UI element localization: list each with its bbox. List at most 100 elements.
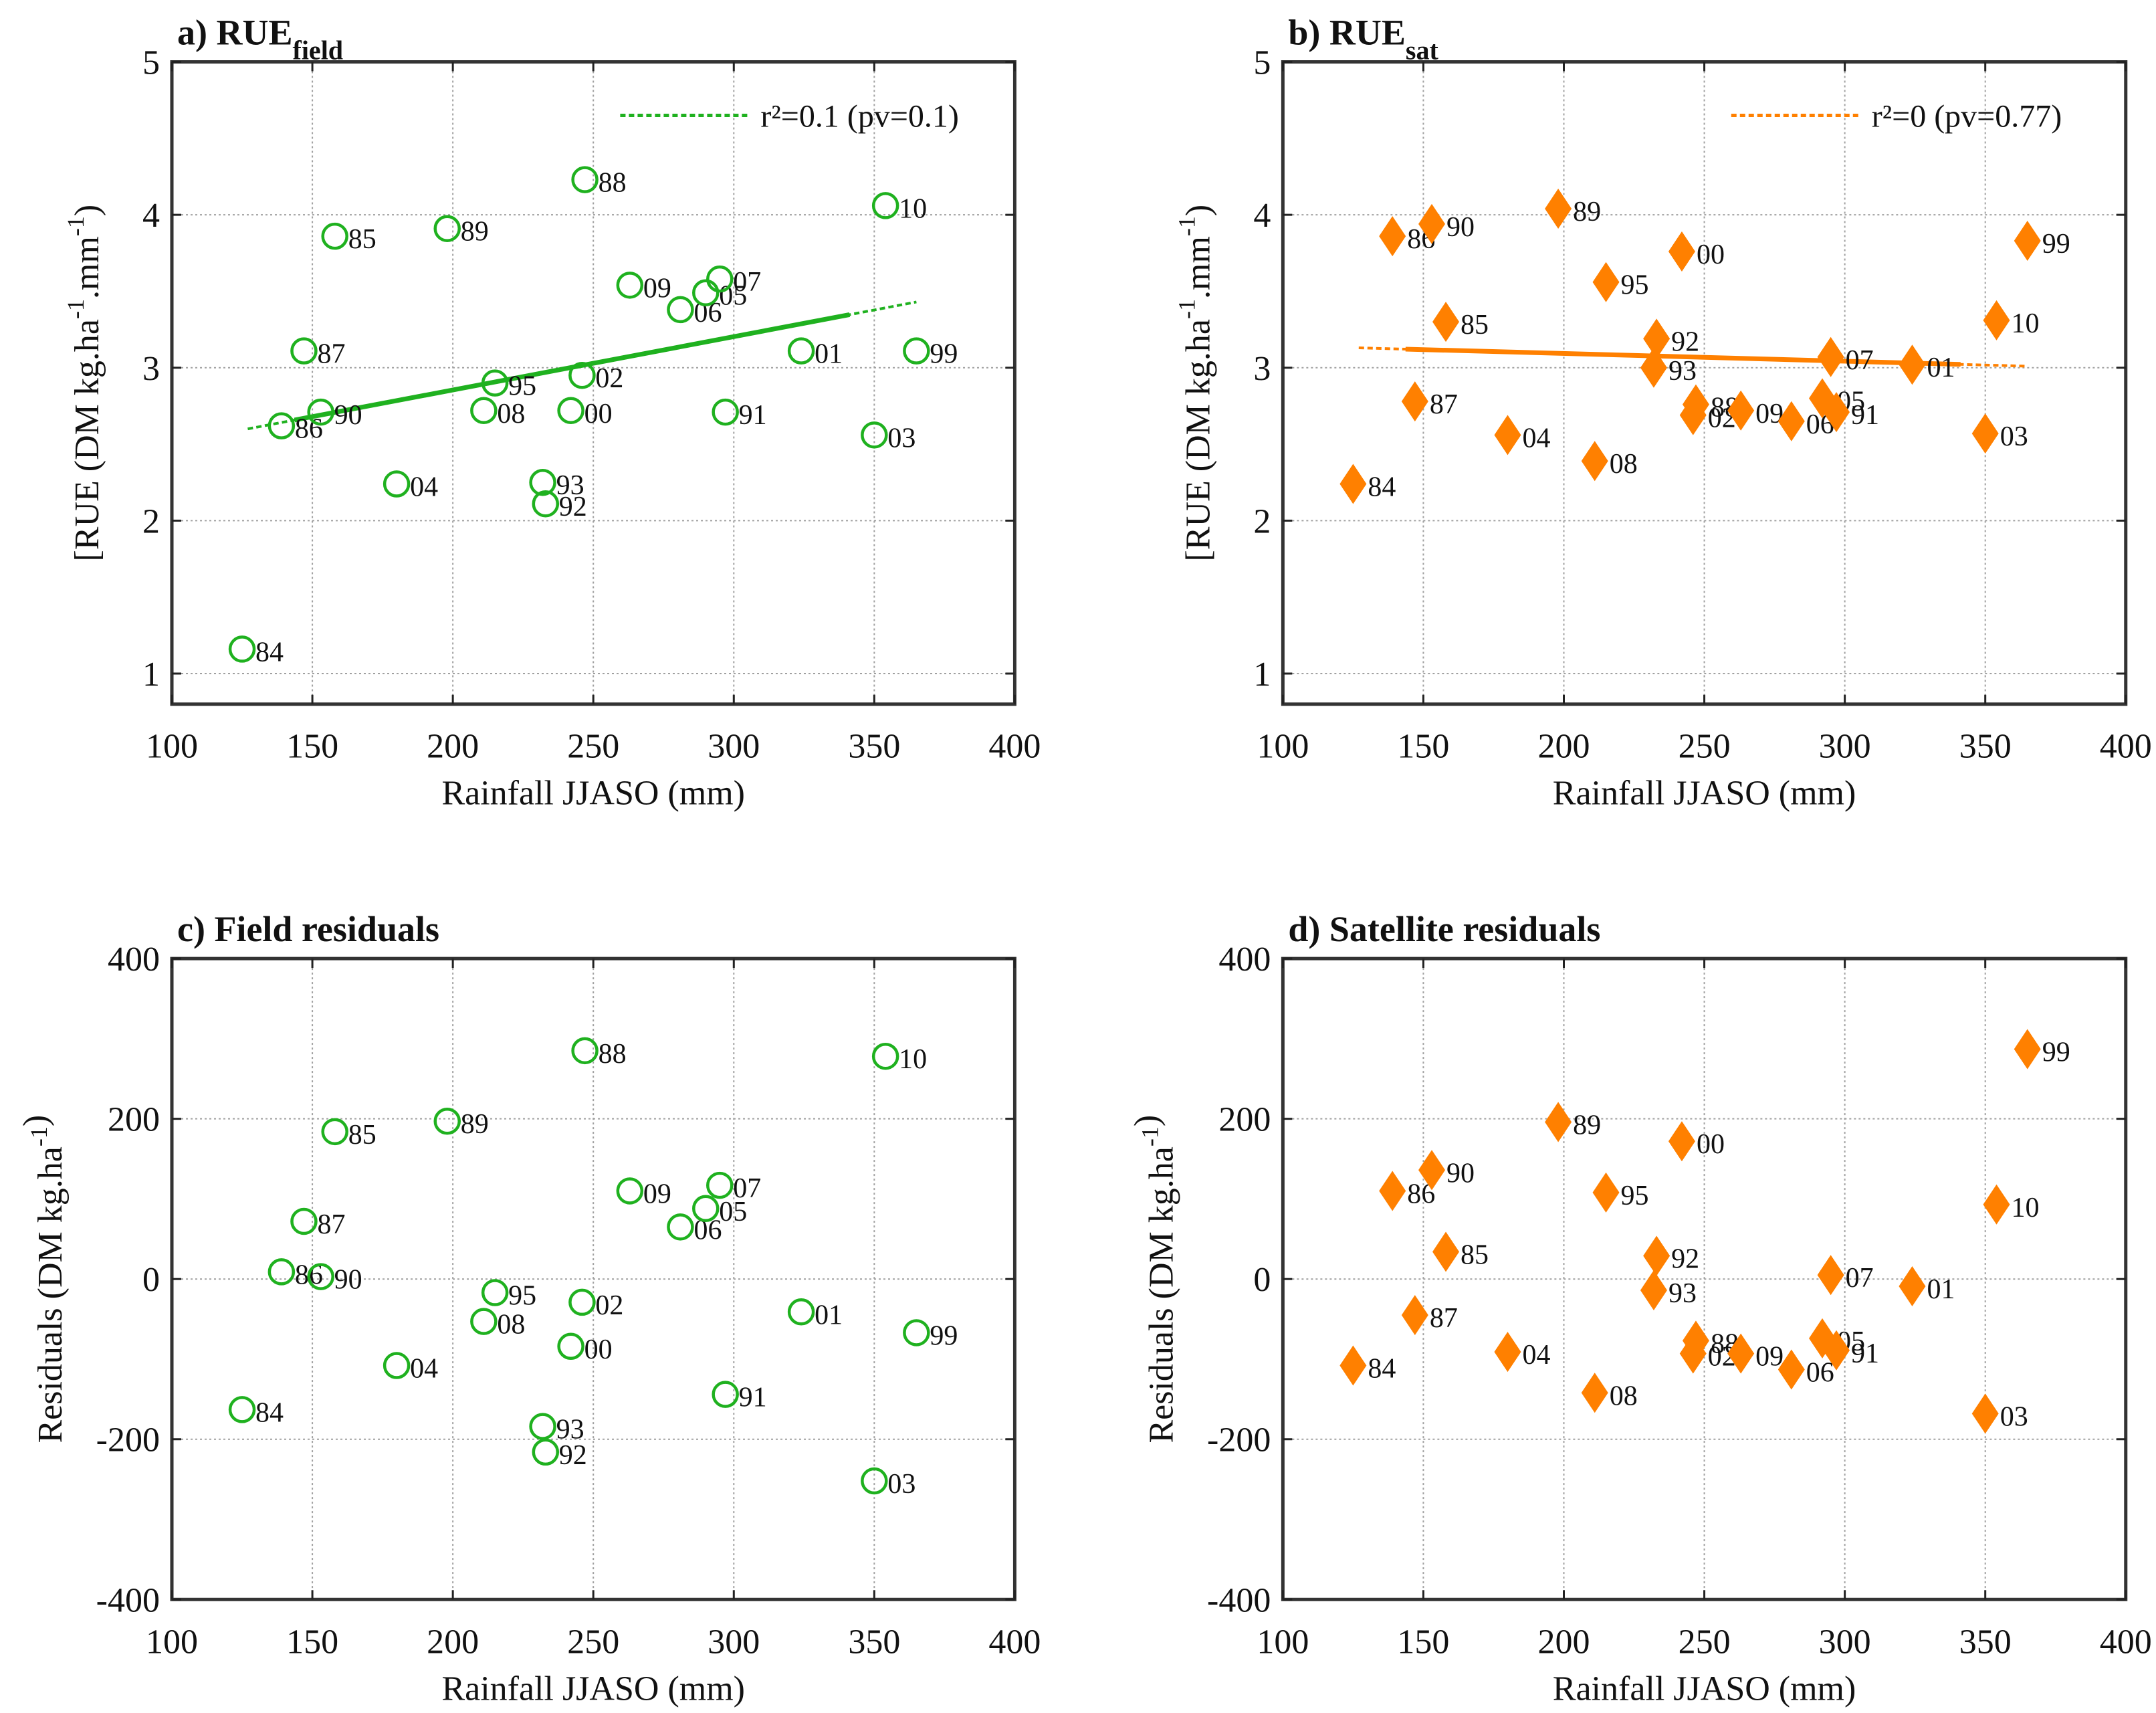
y-tick-label: 1: [1253, 656, 1271, 694]
data-point-label: 10: [899, 193, 927, 224]
data-point-label: 87: [1430, 1303, 1458, 1334]
data-point: [383, 470, 411, 498]
data-point: [692, 279, 720, 306]
data-point: [692, 1195, 720, 1223]
data-point-label: 08: [497, 1310, 525, 1340]
data-point: [706, 1171, 734, 1199]
data-point: [481, 1279, 509, 1306]
y-tick-label: 3: [1253, 350, 1271, 388]
data-point-label: 03: [887, 1469, 915, 1500]
data-point: [470, 397, 498, 425]
data-point: [307, 1263, 334, 1290]
data-point-label: 92: [559, 1440, 587, 1471]
data-point: [667, 1213, 694, 1241]
x-tick-label: 200: [1537, 1623, 1590, 1661]
data-point-label: 91: [1851, 1338, 1879, 1369]
data-point-label: 99: [930, 339, 958, 370]
data-point: [1640, 347, 1667, 388]
panel-title-main: d) Satellite residuals: [1288, 909, 1600, 949]
data-point: [1679, 1333, 1707, 1374]
data-point-label: 09: [643, 273, 671, 304]
x-tick-label: 350: [1959, 1623, 2012, 1661]
x-tick-label: 100: [1257, 1623, 1309, 1661]
data-point: [1777, 401, 1805, 441]
data-point: [1418, 1150, 1446, 1191]
x-tick-label: 200: [1537, 728, 1590, 766]
y-axis-title-sup: -1: [25, 1126, 52, 1146]
data-point: [871, 192, 899, 219]
data-point: [1643, 318, 1670, 359]
y-tick-label: 5: [142, 44, 160, 82]
data-point-label: 01: [1927, 352, 1955, 383]
x-tick-label: 300: [708, 728, 760, 766]
data-point: [1983, 1184, 2010, 1225]
data-point: [1432, 1231, 1460, 1272]
data-point-label: 89: [461, 217, 489, 247]
data-point: [321, 222, 348, 250]
data-point-label: 84: [255, 1397, 284, 1428]
data-point: [1817, 1255, 1844, 1296]
x-tick-label: 300: [1819, 728, 1871, 766]
data-point-label: 86: [295, 414, 323, 445]
data-point: [290, 1207, 318, 1235]
data-point: [871, 1042, 899, 1070]
data-point: [1545, 1102, 1572, 1142]
x-tick-label: 150: [1397, 728, 1449, 766]
y-tick-label: 2: [142, 502, 160, 540]
y-tick-label: 400: [108, 940, 160, 979]
panel-title-subscript: sat: [1406, 35, 1439, 66]
data-point: [571, 1037, 599, 1065]
data-point: [1823, 1330, 1850, 1371]
data-point-label: 92: [1671, 1243, 1699, 1274]
data-point-label: 08: [1610, 449, 1638, 480]
data-point-label: 93: [556, 470, 584, 501]
y-axis-title-end: ): [68, 205, 106, 216]
data-point-label: 92: [1671, 326, 1699, 357]
y-tick-label: 3: [142, 350, 160, 388]
data-point-label: 08: [497, 399, 525, 429]
data-point: [1379, 216, 1406, 257]
plot-frame: [1281, 60, 2128, 706]
y-axis-title-sup: -1: [1173, 299, 1200, 319]
data-point: [616, 1177, 644, 1205]
data-point: [1668, 1121, 1695, 1162]
x-axis-title: Rainfall JJASO (mm): [441, 775, 745, 813]
panel-title-main: b) RUE: [1288, 13, 1406, 53]
data-point-label: 95: [1621, 1181, 1649, 1211]
data-point-label: 08: [1610, 1381, 1638, 1411]
panel-title-subscript: field: [293, 35, 344, 66]
y-tick-label: 400: [1218, 940, 1271, 979]
data-point-label: 85: [348, 1120, 376, 1150]
data-point-label: 07: [1846, 1263, 1874, 1294]
data-point-label: 99: [2042, 229, 2070, 260]
data-point: [1727, 390, 1755, 431]
data-point: [1418, 203, 1446, 244]
data-point: [290, 337, 318, 365]
y-axis-title: Residuals (DM kg.ha-1): [17, 1115, 70, 1443]
data-point: [712, 1381, 739, 1408]
y-axis-title-sup: -1: [1136, 1126, 1163, 1146]
x-axis-title: Rainfall JJASO (mm): [1553, 775, 1856, 813]
data-point-label: 09: [1755, 1342, 1784, 1373]
data-point-label: 95: [1621, 270, 1649, 301]
y-tick-label: 5: [1253, 44, 1271, 82]
data-point-label: 05: [719, 281, 747, 312]
x-tick-label: 150: [1397, 1623, 1449, 1661]
y-tick-label: 1: [142, 656, 160, 694]
data-point: [1971, 1393, 1999, 1434]
plot-frame: [170, 60, 1016, 706]
y-axis-title-sup: -1: [62, 299, 89, 319]
x-tick-label: 300: [708, 1623, 760, 1661]
y-tick-label: 200: [1218, 1101, 1271, 1139]
data-point-label: 01: [1927, 1274, 1955, 1305]
data-point-label: 84: [1368, 472, 1396, 503]
data-point: [321, 1118, 348, 1146]
data-point: [1432, 302, 1460, 342]
x-tick-label: 400: [988, 728, 1041, 766]
data-point-label: 87: [1430, 389, 1458, 420]
data-point: [1545, 189, 1572, 229]
data-point-label: 89: [1573, 1110, 1601, 1140]
data-point: [470, 1308, 498, 1335]
y-tick-label: -200: [96, 1421, 160, 1459]
y-tick-label: 4: [1253, 197, 1271, 235]
